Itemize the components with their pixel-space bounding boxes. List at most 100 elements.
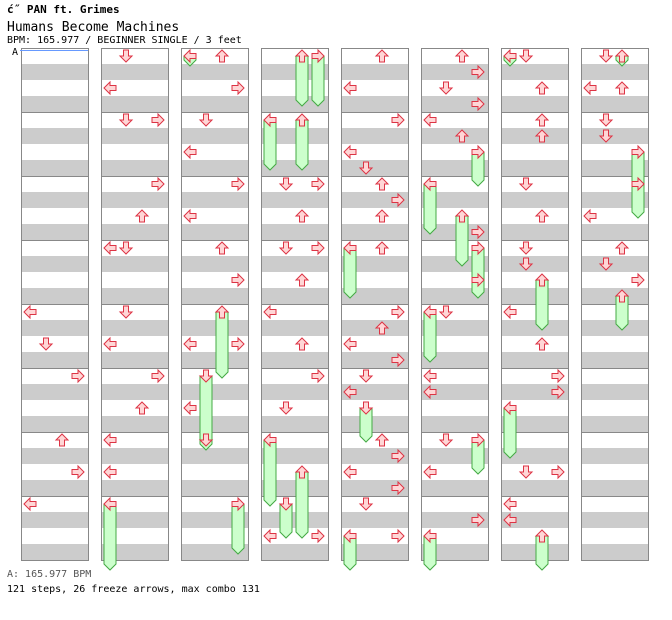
beat-stripe	[421, 96, 488, 112]
column-border	[581, 48, 649, 561]
freeze-arrow	[471, 240, 485, 299]
freeze-head-arrow	[294, 465, 310, 479]
freeze-arrow	[294, 465, 310, 539]
step-arrow-up	[134, 401, 150, 415]
step-arrow-right	[231, 336, 245, 352]
chart-column-5	[341, 48, 409, 561]
freeze-head-arrow	[534, 529, 550, 543]
step-arrow-left	[103, 336, 117, 352]
freeze-head-arrow	[294, 113, 310, 127]
step-arrow-up	[534, 81, 550, 95]
step-arrow-right	[391, 112, 405, 128]
step-arrow-left	[263, 304, 277, 320]
step-arrow-right	[151, 176, 165, 192]
step-arrow-right	[391, 352, 405, 368]
beat-stripe	[261, 480, 328, 496]
chart-column-1	[21, 48, 89, 561]
beat-stripe	[501, 256, 568, 272]
step-arrow-left	[343, 144, 357, 160]
step-arrow-down	[518, 257, 534, 271]
freeze-arrow	[503, 48, 517, 67]
artist-label: ć˝ PAN ft. Grimes	[7, 3, 120, 16]
beat-stripe	[101, 192, 168, 208]
step-arrow-right	[471, 272, 485, 288]
step-arrow-right	[391, 192, 405, 208]
beat-stripe	[421, 480, 488, 496]
freeze-arrow	[471, 144, 485, 187]
beat-stripe	[261, 128, 328, 144]
beat-stripe	[101, 160, 168, 176]
freeze-head-arrow	[358, 401, 374, 415]
freeze-arrow	[294, 113, 310, 171]
beat-stripe	[341, 64, 408, 80]
freeze-head-arrow	[294, 49, 310, 63]
beat-stripe	[501, 544, 568, 560]
beat-stripe	[501, 96, 568, 112]
freeze-body	[423, 183, 437, 235]
freeze-head-arrow	[423, 176, 437, 192]
beat-stripe	[181, 512, 248, 528]
freeze-head-arrow	[231, 496, 245, 512]
freeze-arrow	[503, 400, 517, 459]
freeze-head-arrow	[311, 48, 325, 64]
step-arrow-right	[311, 176, 325, 192]
step-arrow-down	[518, 465, 534, 479]
step-arrow-down	[438, 305, 454, 319]
beat-stripe	[261, 192, 328, 208]
beat-stripe	[181, 544, 248, 560]
freeze-arrow	[614, 289, 630, 331]
beat-stripe	[421, 512, 488, 528]
step-arrow-left	[103, 80, 117, 96]
beat-stripe	[501, 160, 568, 176]
beat-stripe	[501, 384, 568, 400]
step-arrow-left	[103, 240, 117, 256]
step-arrow-right	[151, 368, 165, 384]
beat-stripe	[581, 384, 648, 400]
beat-stripe	[21, 256, 88, 272]
freeze-arrow	[263, 112, 277, 171]
step-arrow-up	[374, 177, 390, 191]
beat-stripe	[501, 416, 568, 432]
step-arrow-up	[294, 209, 310, 223]
step-arrow-down	[438, 433, 454, 447]
freeze-head-arrow	[614, 289, 630, 303]
step-arrow-right	[551, 464, 565, 480]
step-arrow-right	[231, 272, 245, 288]
freeze-body	[535, 279, 549, 331]
beat-stripe	[181, 352, 248, 368]
step-arrow-left	[183, 336, 197, 352]
step-arrow-right	[551, 384, 565, 400]
column-border	[181, 48, 249, 561]
beat-stripe	[341, 96, 408, 112]
step-arrow-left	[263, 528, 277, 544]
song-title: Humans Become Machines	[7, 20, 180, 35]
freeze-head-arrow	[103, 496, 117, 512]
freeze-head-arrow	[471, 240, 485, 256]
beat-stripe	[341, 512, 408, 528]
freeze-head-arrow	[614, 49, 630, 63]
step-arrow-right	[391, 528, 405, 544]
step-arrow-right	[311, 368, 325, 384]
chart-column-6	[421, 48, 489, 561]
freeze-head-arrow	[503, 400, 517, 416]
step-arrow-right	[471, 512, 485, 528]
column-border	[501, 48, 569, 561]
step-arrow-right	[551, 368, 565, 384]
freeze-arrow	[358, 401, 374, 443]
freeze-head-arrow	[471, 144, 485, 160]
step-arrow-up	[294, 273, 310, 287]
beat-stripe	[341, 352, 408, 368]
beat-stripe	[341, 192, 408, 208]
beat-stripe	[261, 64, 328, 80]
step-arrow-right	[391, 480, 405, 496]
beat-stripe	[581, 416, 648, 432]
beat-stripe	[341, 288, 408, 304]
beat-stripe	[21, 544, 88, 560]
freeze-body	[455, 215, 469, 267]
beat-stripe	[21, 224, 88, 240]
step-arrow-right	[71, 368, 85, 384]
step-arrow-down	[438, 81, 454, 95]
step-arrow-left	[423, 368, 437, 384]
step-arrow-right	[471, 96, 485, 112]
beat-stripe	[581, 288, 648, 304]
